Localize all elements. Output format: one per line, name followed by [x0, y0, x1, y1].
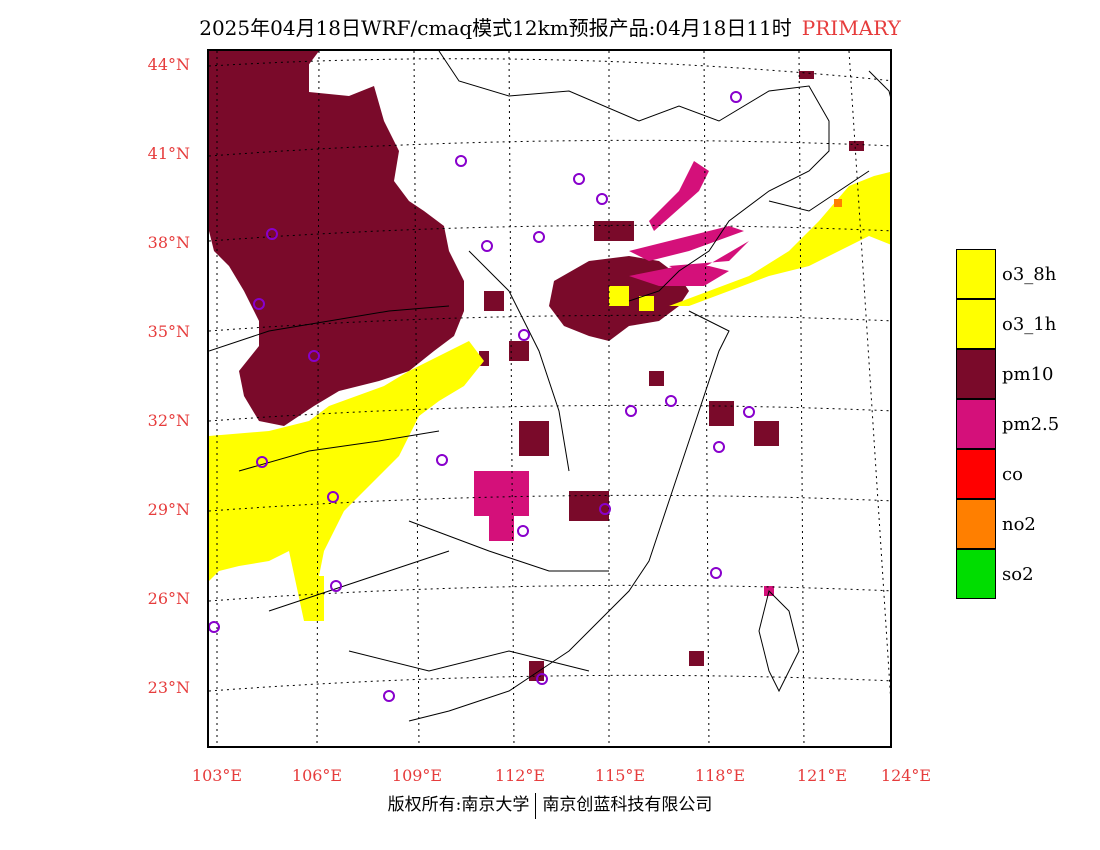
lat-label-41n: 41°N [147, 144, 190, 163]
legend-swatch [956, 249, 996, 299]
lon-label-115e: 115°E [594, 766, 646, 785]
legend-swatch [956, 549, 996, 599]
legend-label: pm2.5 [1002, 414, 1060, 435]
legend-swatch [956, 499, 996, 549]
map-title: 2025年04月18日WRF/cmaq模式12km预报产品:04月18日11时 P… [0, 12, 1100, 41]
pm25-patches [474, 161, 774, 596]
legend-label: co [1002, 464, 1023, 485]
legend-swatch [956, 449, 996, 499]
legend-label: o3_1h [1002, 314, 1057, 335]
legend-swatch [956, 399, 996, 449]
lon-label-112e: 112°E [494, 766, 546, 785]
boundaries [209, 51, 890, 722]
lat-label-29n: 29°N [147, 500, 190, 519]
lon-label-118e: 118°E [694, 766, 746, 785]
lat-label-32n: 32°N [147, 411, 190, 430]
legend-label: no2 [1002, 514, 1036, 535]
lon-label-109e: 109°E [391, 766, 443, 785]
copyright-footer: 版权所有:南京大学 南京创蓝科技有限公司 [0, 790, 1100, 819]
lat-label-26n: 26°N [147, 589, 190, 608]
lat-label-44n: 44°N [147, 55, 190, 74]
legend-label: o3_8h [1002, 264, 1057, 285]
lon-label-103e: 103°E [191, 766, 243, 785]
lat-label-38n: 38°N [147, 233, 190, 252]
lat-label-23n: 23°N [147, 678, 190, 697]
legend-label: pm10 [1002, 364, 1054, 385]
graticule [209, 51, 890, 746]
lat-label-35n: 35°N [147, 322, 190, 341]
legend-label: so2 [1002, 564, 1034, 585]
copyright-right: 南京创蓝科技有限公司 [542, 795, 713, 815]
lon-label-121e: 121°E [796, 766, 848, 785]
pm10-patches-central [479, 71, 864, 681]
pollutant-map [207, 49, 892, 748]
footer-separator [535, 792, 537, 819]
copyright-left: 版权所有:南京大学 [387, 795, 530, 815]
lon-label-106e: 106°E [291, 766, 343, 785]
no2-patch [834, 199, 842, 207]
lon-label-124e: 124°E [880, 766, 932, 785]
legend-swatch [956, 349, 996, 399]
map-title-tag: PRIMARY [801, 16, 901, 40]
pm10-region-northwest [209, 51, 464, 426]
legend-swatch [956, 299, 996, 349]
station-markers [209, 91, 755, 702]
map-title-main: 2025年04月18日WRF/cmaq模式12km预报产品:04月18日11时 [199, 16, 792, 40]
